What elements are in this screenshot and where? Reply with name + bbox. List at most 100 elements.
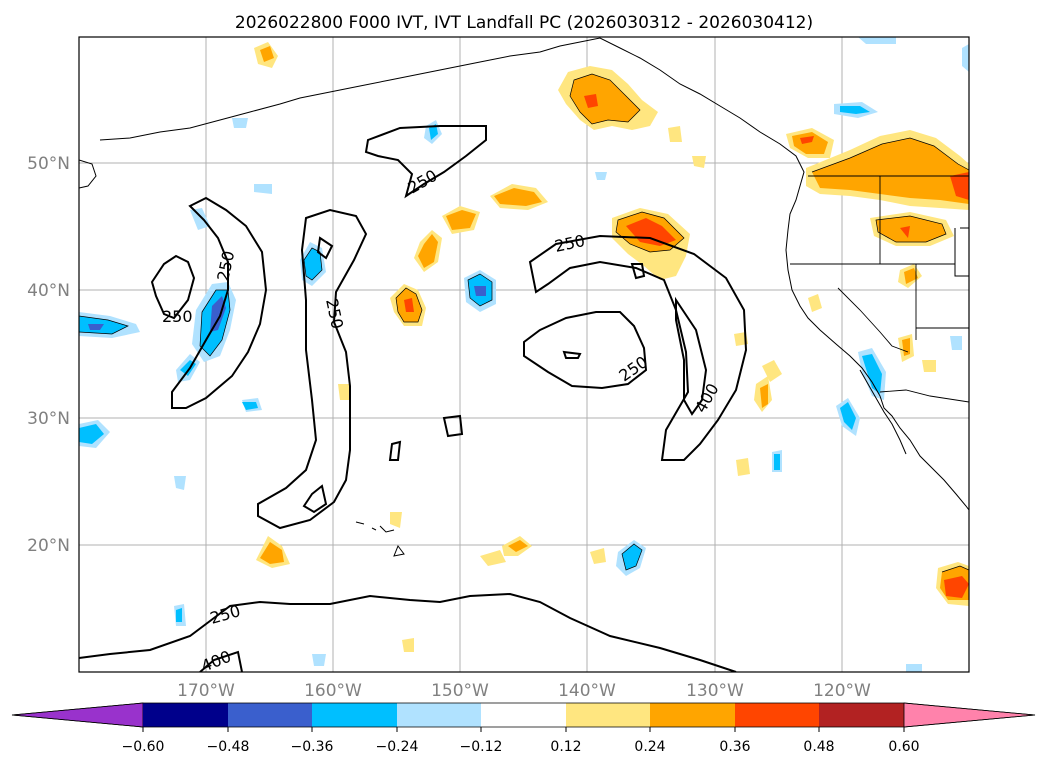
coastline-great-lakes xyxy=(954,227,969,277)
map-title: 2026022800 F000 IVT, IVT Landfall PC (20… xyxy=(235,13,813,33)
colorbar-tick-label: 0.36 xyxy=(719,739,750,755)
pc-outline-150w xyxy=(395,287,423,323)
pc-fill-light-147w-s xyxy=(480,550,506,566)
pc-fill-red-west-coast xyxy=(950,172,969,200)
lon-label: 170°W xyxy=(177,681,235,701)
pc-fill-light-116w xyxy=(922,360,936,372)
colorbar-segment xyxy=(735,703,819,727)
ivt-contour-250-south xyxy=(79,592,737,672)
ivt-contour-250-spiral-inner xyxy=(523,311,648,390)
coastline-north-america xyxy=(99,37,969,511)
colorbar-extend-right xyxy=(903,702,1036,728)
pc-outline-ne-pacific xyxy=(569,73,641,125)
colorbar-segment xyxy=(228,703,312,727)
ivt-contours xyxy=(79,125,748,672)
pc-fill-orange-oregon xyxy=(876,216,946,242)
colorbar-extend-left xyxy=(11,702,144,728)
ivt-contour-250-west-small xyxy=(150,254,196,320)
lon-label: 160°W xyxy=(304,681,362,701)
pc-fill-pale-165w-n xyxy=(254,184,272,194)
pc-fill-red-oregon xyxy=(900,226,910,238)
map-panel: 250 250 250 250 250 250 400 250 400 xyxy=(78,36,970,673)
map-content: 250 250 250 250 250 250 400 250 400 xyxy=(79,37,969,672)
pc-fill-pale-s-edge xyxy=(906,664,922,672)
pc-fill-blue-125w-s xyxy=(774,454,780,470)
pc-fill-light-128w-s xyxy=(736,458,750,476)
coastline-hawaii xyxy=(355,521,405,557)
colorbar-segment xyxy=(819,703,904,727)
pc-fill-blue-152w-n xyxy=(429,124,438,140)
lon-label: 140°W xyxy=(558,681,616,701)
pc-fill-red-150w xyxy=(404,298,414,312)
ivt-contour-250-central-hole xyxy=(316,236,334,260)
pc-fill-orange-148w xyxy=(418,234,438,268)
gridlines xyxy=(79,37,969,672)
pc-fill-orange-bc xyxy=(792,132,828,154)
ivt-contour-250-spiral-outer xyxy=(528,234,748,461)
positive-pc-fills xyxy=(254,42,969,652)
pc-outline-137w xyxy=(621,543,643,571)
pc-fill-orange-ne-pacific xyxy=(570,74,640,124)
pc-fill-light-141w-s xyxy=(590,548,606,564)
ivt-contour-250-central-south xyxy=(302,484,328,514)
pc-fill-blue-137w xyxy=(622,544,642,570)
colorbar-tick-label: −0.24 xyxy=(376,739,419,755)
colorbar-segment xyxy=(481,703,566,727)
pc-fill-blue-bc-n xyxy=(840,106,870,114)
pc-fill-orange-143w xyxy=(494,188,542,206)
ivt-contour-400-south xyxy=(199,650,243,672)
pc-fill-light-155w xyxy=(390,512,402,528)
pc-outline-oregon xyxy=(875,215,947,243)
lon-label: 150°W xyxy=(431,681,489,701)
pc-fill-blue-baja xyxy=(840,402,856,430)
colorbar-tick-label: −0.12 xyxy=(460,739,503,755)
pc-fill-orange-nevada xyxy=(904,268,918,284)
ivt-contour-250-island-1 xyxy=(442,414,464,438)
pc-fill-orange-146w xyxy=(446,210,476,230)
colorbar-tick-label: 0.12 xyxy=(550,739,581,755)
pc-fill-light-131w xyxy=(692,156,706,168)
coastline-west-edge xyxy=(79,159,97,189)
colorbar-segment xyxy=(143,703,228,727)
pc-fill-blue-161w xyxy=(304,248,322,280)
pc-outline-far-west xyxy=(79,315,129,335)
pc-fill-orange-127w xyxy=(760,384,768,408)
ivt-contour-250-northeast xyxy=(364,125,487,199)
colorbar-segment xyxy=(650,703,735,727)
pc-fill-blue-far-west-s xyxy=(79,424,104,444)
pc-fill-pale-nm xyxy=(950,336,962,350)
colorbar-tick-label: −0.36 xyxy=(291,739,334,755)
coastlines xyxy=(79,37,969,557)
colorbar-tick-labels: −0.60 −0.48 −0.36 −0.24 −0.12 0.12 0.24 … xyxy=(122,739,920,755)
ivt-contour-250-west-crescent xyxy=(171,196,268,409)
pc-fill-red-ne-pacific xyxy=(584,94,598,108)
ivt-contour-250-spiral-dot xyxy=(562,350,582,359)
pc-fill-light-154w-s xyxy=(402,638,414,652)
pc-fill-red-se xyxy=(944,576,969,598)
ivt-contour-250-central-band xyxy=(257,208,368,530)
pc-fill-pale-140w-n xyxy=(595,172,607,180)
lat-label: 40°N xyxy=(27,281,70,301)
pc-fill-pale-167w-n xyxy=(232,118,248,128)
pc-fill-mid-west-band xyxy=(210,296,226,332)
pc-fill-pale-top-right xyxy=(858,37,896,44)
colorbar-tick-label: −0.48 xyxy=(207,739,250,755)
pc-outline-west-coast xyxy=(811,137,969,173)
pc-fill-light-ca xyxy=(808,294,822,312)
pc-outline-161w xyxy=(303,247,323,281)
lon-label: 120°W xyxy=(813,681,871,701)
pc-fill-mid-147w xyxy=(474,286,486,296)
pc-fill-pale-160w-s xyxy=(312,654,326,666)
pc-fill-orange-145w-s xyxy=(508,540,528,552)
pc-fill-orange-west-coast xyxy=(812,138,969,204)
pc-fill-light-159w xyxy=(338,384,350,400)
colorbar-segment xyxy=(566,703,650,727)
contour-label: 250 xyxy=(162,307,193,326)
pc-fill-orange-166w xyxy=(260,542,284,564)
pc-fill-pale-right-edge xyxy=(962,44,969,72)
pc-fill-blue-166w xyxy=(242,402,258,410)
pc-fill-orange-arizona xyxy=(902,338,910,356)
boundaries xyxy=(790,175,969,403)
border-ca-nv xyxy=(837,287,909,353)
